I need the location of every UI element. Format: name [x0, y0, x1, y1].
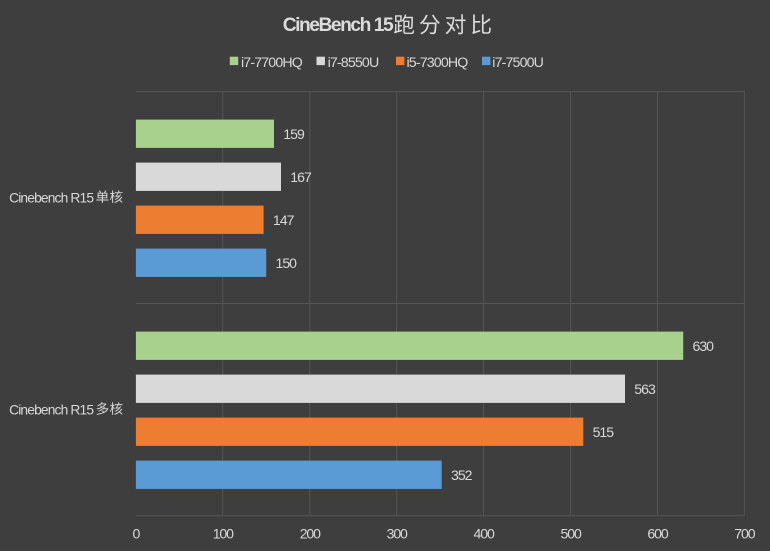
svg-text:352: 352 — [451, 467, 473, 483]
svg-text:0: 0 — [133, 525, 141, 541]
svg-text:700: 700 — [734, 525, 755, 541]
svg-text:i7-7500U: i7-7500U — [492, 55, 543, 71]
svg-text:i7-7700HQ: i7-7700HQ — [241, 55, 303, 71]
svg-text:500: 500 — [560, 525, 581, 541]
svg-text:147: 147 — [273, 212, 295, 228]
svg-text:300: 300 — [387, 525, 408, 541]
svg-text:167: 167 — [290, 169, 312, 185]
svg-text:i5-7300HQ: i5-7300HQ — [407, 55, 469, 71]
svg-text:600: 600 — [647, 525, 668, 541]
svg-text:200: 200 — [300, 525, 321, 541]
svg-text:630: 630 — [693, 338, 715, 354]
svg-text:Cinebench R15: Cinebench R15 — [9, 191, 94, 206]
svg-text:515: 515 — [593, 424, 615, 440]
svg-text:100: 100 — [213, 525, 234, 541]
svg-text:563: 563 — [634, 381, 656, 397]
svg-text:CineBench 15: CineBench 15 — [283, 15, 394, 36]
svg-text:159: 159 — [283, 126, 305, 142]
svg-text:Cinebench R15: Cinebench R15 — [9, 403, 94, 418]
svg-text:i7-8550U: i7-8550U — [328, 55, 379, 71]
svg-text:400: 400 — [473, 525, 494, 541]
svg-text:150: 150 — [276, 255, 298, 271]
